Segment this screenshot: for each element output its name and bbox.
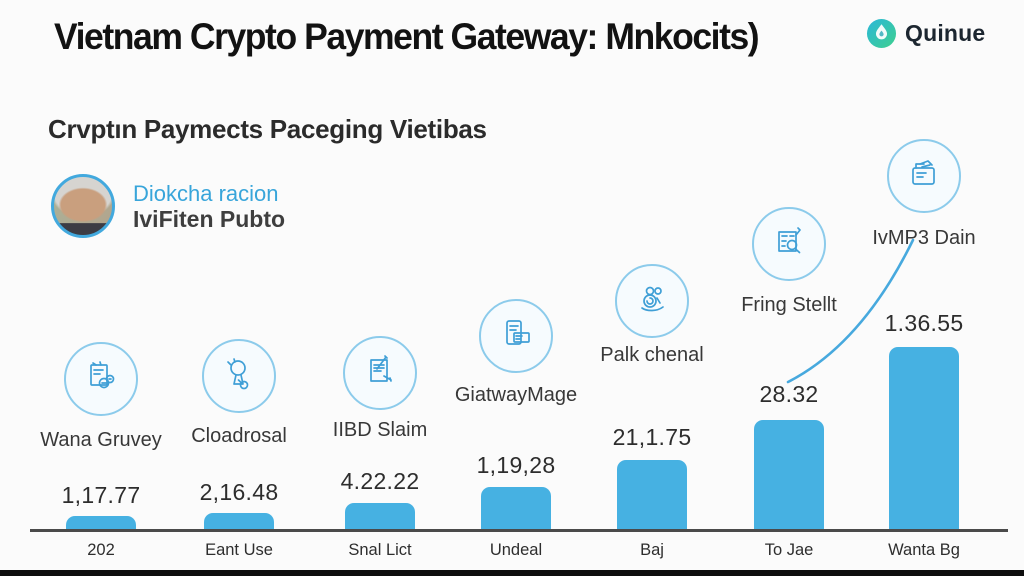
- presenter-role: IviFiten Pubto: [133, 206, 286, 232]
- chart-column-4: GiatwayMage 1,19,28 Undeal: [450, 0, 582, 576]
- bar: [204, 513, 274, 531]
- bar-label: GiatwayMage: [454, 384, 578, 406]
- bottom-border: [0, 570, 1024, 576]
- bar: [66, 516, 136, 531]
- brand-name: Quinue: [905, 20, 986, 46]
- x-axis-label: To Jae: [764, 541, 814, 559]
- bar-value: 2,16.48: [199, 479, 279, 505]
- brand-logo: Quinue: [866, 18, 985, 49]
- bar-value: 1.36.55: [884, 310, 964, 336]
- x-axis-label: Snal Lict: [348, 541, 412, 559]
- phone-card-icon: [479, 299, 553, 373]
- x-axis-label: 202: [87, 541, 115, 559]
- invoice-coins-icon: [64, 342, 138, 416]
- presenter-avatar: [51, 174, 115, 238]
- x-axis-line: [30, 529, 1008, 532]
- presenter-name: Diokcha racion: [133, 181, 279, 206]
- chart-column-3: IIBD Slaim 4.22.22 Snal Lict: [314, 0, 446, 576]
- chart-title: Crvptın Paymects Paceging Vietibas: [48, 114, 487, 144]
- bar: [481, 487, 551, 531]
- chart-column-6: Fring Stellt 28.32 To Jae: [723, 0, 855, 576]
- bar-value: 1,19,28: [476, 452, 556, 478]
- bar-label: Palk chenal: [600, 344, 704, 366]
- page-title: Vietnam Crypto Payment Gateway: Mnkocits…: [54, 16, 760, 57]
- chart-column-2: Cloadrosal 2,16.48 Eant Use: [173, 0, 305, 576]
- bar-value: 4.22.22: [340, 468, 420, 494]
- bar-label: IIBD Slaim: [332, 419, 428, 441]
- document-pen-icon: [343, 336, 417, 410]
- chart-column-7: IvMP3 Dain 1.36.55 Wanta Bg: [858, 0, 990, 576]
- bar-value: 1,17.77: [61, 482, 141, 508]
- chart-column-5: Palk chenal 21,1.75 Baj: [586, 0, 718, 576]
- bar-value: 21,1.75: [612, 424, 692, 450]
- bar-label: Wana Gruvey: [40, 429, 162, 451]
- bar: [345, 503, 415, 531]
- bar: [617, 460, 687, 531]
- bar-label: Fring Stellt: [741, 294, 837, 316]
- person-magnifier-icon: [202, 339, 276, 413]
- bar-value: 28.32: [759, 381, 819, 407]
- x-axis-label: Wanta Bg: [888, 541, 960, 559]
- bar: [754, 420, 824, 531]
- x-axis-label: Baj: [640, 541, 664, 559]
- coins-group-icon: [615, 264, 689, 338]
- x-axis-label: Eant Use: [205, 541, 273, 559]
- bar: [889, 347, 959, 531]
- x-axis-label: Undeal: [489, 541, 543, 559]
- clipboard-stack-icon: [887, 139, 961, 213]
- bar-label: IvMP3 Dain: [872, 227, 976, 249]
- chart-column-1: Wana Gruvey 1,17.77 202: [35, 0, 167, 576]
- brand-drop-icon: [866, 18, 897, 49]
- bar-label: Cloadrosal: [191, 425, 287, 447]
- checklist-magnifier-icon: [752, 207, 826, 281]
